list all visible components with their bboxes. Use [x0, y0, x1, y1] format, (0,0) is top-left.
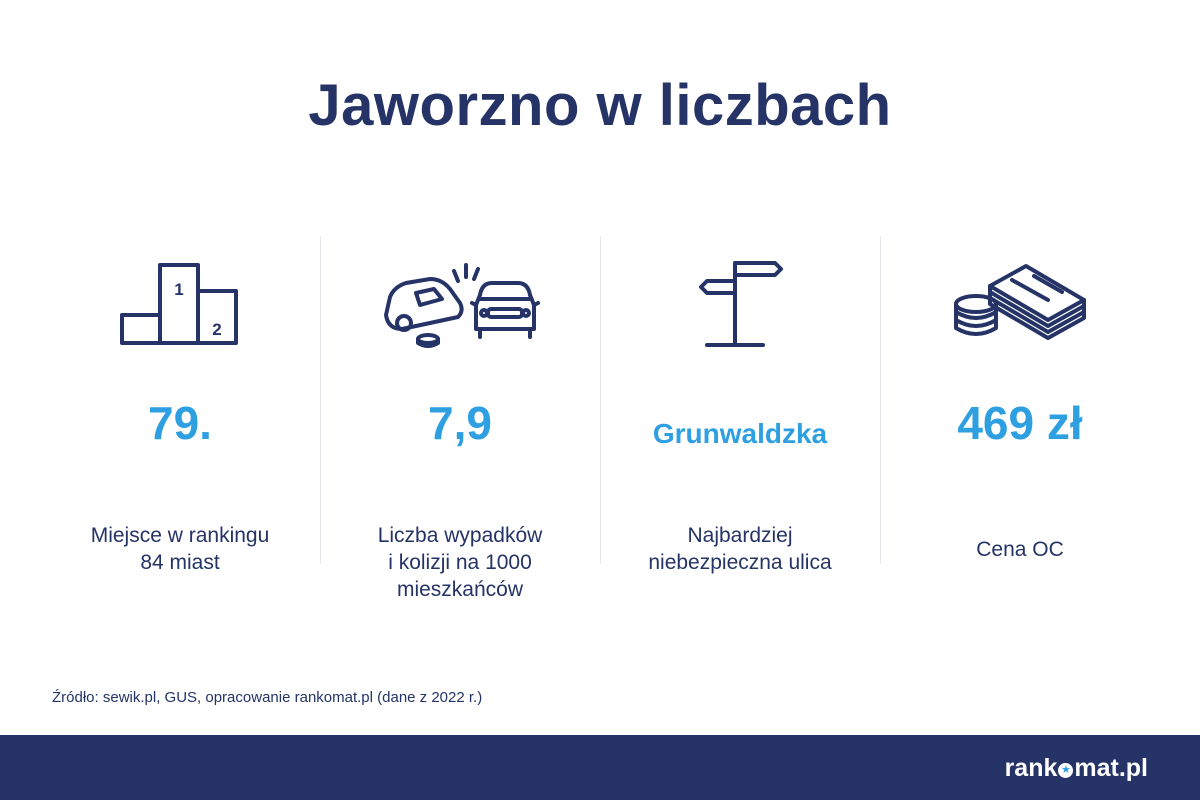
car-crash-icon: [320, 254, 600, 354]
stat-description-line: mieszkańców: [396, 578, 524, 601]
stat-value: Grunwaldzka: [652, 418, 828, 449]
podium-icon: 1 2: [40, 254, 320, 354]
logo-text-end: mat.pl: [1074, 754, 1148, 782]
page-title: Jaworzno w liczbach: [308, 73, 892, 138]
rankomat-logo[interactable]: rank ★ mat.pl: [1005, 754, 1148, 783]
logo-text-start: rank: [1004, 754, 1058, 782]
star-icon: ★: [1058, 762, 1074, 778]
stat-value: 469 zł: [957, 397, 1083, 449]
podium-second-label: 2: [212, 320, 221, 339]
stats-row: 1 2 79. Miejsce w rankingu 84 miast: [40, 236, 1160, 626]
stat-description-line: Liczba wypadków: [377, 524, 543, 547]
stat-street: Grunwaldzka Najbardziej niebezpieczna ul…: [600, 236, 880, 626]
footer-bar: rank ★ mat.pl: [0, 735, 1200, 800]
stat-description: Miejsce w rankingu 84 miast: [50, 522, 310, 576]
stat-value: 79.: [148, 397, 212, 449]
stat-description-line: Najbardziej: [687, 524, 793, 547]
stat-description-line: Cena OC: [976, 538, 1064, 561]
stat-value: 7,9: [428, 397, 492, 449]
stat-description-line: 84 miast: [140, 551, 220, 574]
stat-description: Liczba wypadków i kolizji na 1000 mieszk…: [330, 522, 590, 603]
source-note: Źródło: sewik.pl, GUS, opracowanie ranko…: [52, 689, 483, 706]
signpost-icon: [600, 254, 880, 354]
stat-description-line: niebezpieczna ulica: [648, 551, 832, 574]
money-icon: [880, 254, 1160, 354]
stat-description: Cena OC: [890, 536, 1150, 563]
stat-accidents: 7,9 Liczba wypadków i kolizji na 1000 mi…: [320, 236, 600, 626]
stat-description-line: i kolizji na 1000: [388, 551, 532, 574]
stat-ranking: 1 2 79. Miejsce w rankingu 84 miast: [40, 236, 320, 626]
stat-description-line: Miejsce w rankingu: [90, 524, 270, 547]
stat-price: 469 zł Cena OC: [880, 236, 1160, 626]
podium-first-label: 1: [174, 280, 183, 299]
stat-description: Najbardziej niebezpieczna ulica: [610, 522, 870, 576]
